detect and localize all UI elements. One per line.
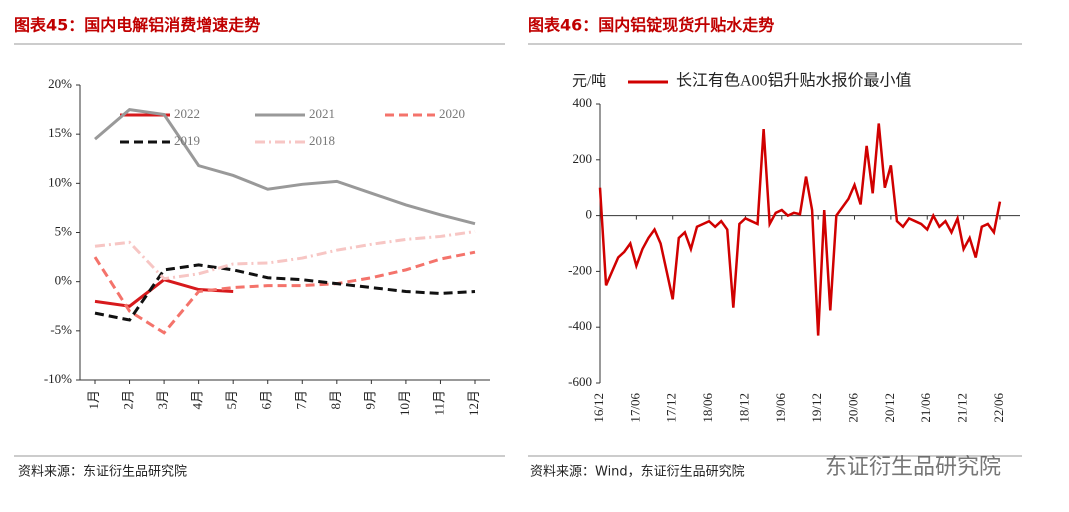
- x-tick-label: 21/06: [918, 393, 933, 423]
- x-tick-label: 20/12: [882, 393, 897, 423]
- y-tick-label: -5%: [50, 322, 72, 337]
- x-tick-label: 12月: [466, 390, 481, 416]
- watermark: 东证衍生品研究院: [825, 455, 1001, 480]
- y-tick-label: 0: [586, 207, 593, 222]
- y-tick-label: -400: [568, 318, 592, 333]
- x-tick-label: 10月: [397, 390, 412, 416]
- x-tick-label: 19/12: [809, 393, 824, 423]
- x-tick-label: 1月: [86, 390, 101, 410]
- x-tick-label: 11月: [431, 390, 446, 416]
- y-tick-label: 15%: [48, 125, 72, 140]
- x-tick-label: 6月: [259, 390, 274, 410]
- series-line: [93, 250, 476, 335]
- x-tick-label: 20/06: [846, 393, 861, 423]
- legend-label: 2022: [174, 106, 200, 121]
- y-tick-label: 0%: [55, 273, 73, 288]
- x-tick-label: 16/12: [591, 393, 606, 423]
- x-tick-label: 17/12: [664, 393, 679, 423]
- chart-title: 图表45：国内电解铝消费增速走势: [14, 16, 260, 35]
- x-tick-label: 3月: [155, 390, 170, 410]
- source-note: 资料来源：东证衍生品研究院: [18, 465, 187, 480]
- series-line: [94, 230, 476, 281]
- legend-label: 2020: [439, 106, 465, 121]
- y-tick-label: 20%: [48, 76, 72, 91]
- y-tick-label: -10%: [44, 371, 72, 386]
- legend-label: 2018: [309, 133, 335, 148]
- x-tick-label: 17/06: [627, 393, 642, 423]
- x-tick-label: 9月: [362, 390, 377, 410]
- x-tick-label: 19/06: [773, 393, 788, 423]
- x-tick-label: 22/06: [991, 393, 1006, 423]
- y-tick-label: 200: [573, 151, 593, 166]
- chart-title: 图表46：国内铝锭现货升贴水走势: [528, 16, 774, 35]
- x-tick-label: 18/06: [700, 393, 715, 423]
- y-axis-label: 元/吨: [572, 72, 606, 89]
- x-tick-label: 2月: [121, 390, 136, 410]
- y-tick-label: 10%: [48, 174, 72, 189]
- x-tick-label: 5月: [224, 390, 239, 410]
- y-tick-label: 5%: [55, 223, 73, 238]
- x-tick-label: 8月: [328, 390, 343, 410]
- legend-label: 2021: [309, 106, 335, 121]
- series-line: [94, 278, 234, 308]
- x-tick-label: 7月: [293, 390, 308, 410]
- y-tick-label: 400: [573, 95, 593, 110]
- legend-label: 长江有色A00铝升贴水报价最小值: [676, 72, 912, 90]
- legend-label: 2019: [174, 133, 200, 148]
- source-note: 资料来源：Wind，东证衍生品研究院: [530, 465, 745, 480]
- y-tick-label: -200: [568, 262, 592, 277]
- y-tick-label: -600: [568, 374, 592, 389]
- x-tick-label: 18/12: [736, 393, 751, 423]
- x-tick-label: 4月: [190, 390, 205, 410]
- series-line: [94, 108, 476, 226]
- x-tick-label: 21/12: [955, 393, 970, 423]
- series-line: [94, 263, 476, 322]
- series-line: [598, 123, 1002, 336]
